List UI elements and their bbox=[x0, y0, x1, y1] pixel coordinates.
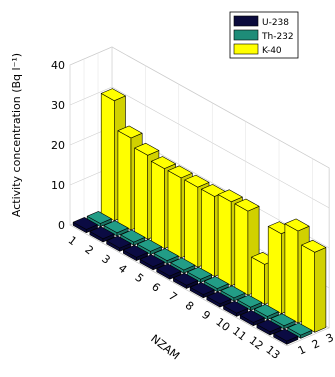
legend-label: U-238 bbox=[262, 18, 289, 28]
y-axis-title: Activity concentration (Bq l⁻¹) bbox=[10, 53, 23, 217]
bar-th-232-7 bbox=[187, 266, 212, 283]
z-tick-labels: 0 10 20 30 40 bbox=[51, 59, 65, 232]
bar-th-232-3 bbox=[120, 229, 146, 246]
legend-item: K-40 bbox=[233, 43, 282, 56]
bar-u-238-11 bbox=[239, 310, 265, 327]
z-tick-label: 0 bbox=[58, 219, 65, 232]
chart-bars bbox=[72, 88, 327, 345]
z-tick-label: 10 bbox=[51, 179, 65, 192]
x-tick-label: 2 bbox=[82, 243, 96, 258]
x-axis-title: NZAM bbox=[148, 332, 182, 362]
x-tick-label: 12 bbox=[247, 334, 266, 353]
bar-th-232-13 bbox=[287, 322, 313, 339]
bar-u-238-4 bbox=[123, 245, 148, 261]
bar-th-232-2 bbox=[103, 220, 129, 237]
bar-u-238-5 bbox=[139, 254, 165, 271]
x-tick-label: 5 bbox=[132, 271, 146, 286]
x-tick-label: 3 bbox=[99, 252, 113, 267]
bar-th-232-11 bbox=[253, 304, 279, 321]
bar-k-40-13 bbox=[301, 239, 327, 333]
legend: U-238 Th-232 K-40 bbox=[229, 11, 299, 59]
x-tick-label: 10 bbox=[213, 315, 232, 334]
bar-th-232-6 bbox=[170, 257, 196, 274]
z-tick-label: 30 bbox=[51, 99, 65, 112]
bar-u-238-12 bbox=[256, 319, 282, 336]
bar-u-238-10 bbox=[223, 300, 249, 317]
bar-u-238-3 bbox=[106, 235, 132, 252]
z-tick-label: 20 bbox=[51, 139, 65, 152]
legend-label: Th-232 bbox=[261, 32, 294, 42]
legend-item: U-238 bbox=[233, 15, 289, 28]
x-tick-label: 11 bbox=[230, 324, 249, 343]
bar-u-238-1 bbox=[72, 217, 98, 233]
x-tick-label: 1 bbox=[66, 234, 80, 249]
x-tick-label: 4 bbox=[116, 262, 130, 277]
legend-swatch bbox=[233, 15, 259, 27]
bar-u-238-13 bbox=[273, 328, 299, 345]
bar-u-238-7 bbox=[173, 272, 198, 289]
depth-tick-label: 3 bbox=[324, 331, 335, 346]
depth-tick-label: 2 bbox=[310, 337, 322, 352]
x-tick-label: 7 bbox=[166, 289, 180, 304]
x-tick-label: 13 bbox=[263, 343, 282, 362]
legend-swatch bbox=[233, 43, 259, 55]
bar-u-238-2 bbox=[89, 226, 115, 243]
bar-th-232-10 bbox=[237, 294, 263, 311]
x-tick-label: 8 bbox=[183, 299, 197, 314]
x-tick-label: 9 bbox=[199, 308, 213, 323]
bar-th-232-5 bbox=[153, 248, 179, 265]
z-tick-label: 40 bbox=[51, 59, 65, 72]
bar-u-238-6 bbox=[156, 263, 182, 280]
legend-label: K-40 bbox=[262, 46, 282, 56]
bar-th-232-8 bbox=[203, 276, 229, 293]
bar-th-232-9 bbox=[220, 285, 246, 302]
bar-k-40-9 bbox=[234, 198, 260, 296]
bar-th-232-12 bbox=[270, 313, 296, 330]
bar-th-232-4 bbox=[137, 239, 162, 255]
legend-swatch bbox=[233, 29, 259, 41]
bar-u-238-9 bbox=[206, 291, 232, 308]
legend-item: Th-232 bbox=[233, 29, 294, 42]
bar-u-238-8 bbox=[189, 282, 215, 299]
depth-tick-label: 1 bbox=[296, 343, 308, 358]
x-tick-label: 6 bbox=[149, 280, 163, 295]
